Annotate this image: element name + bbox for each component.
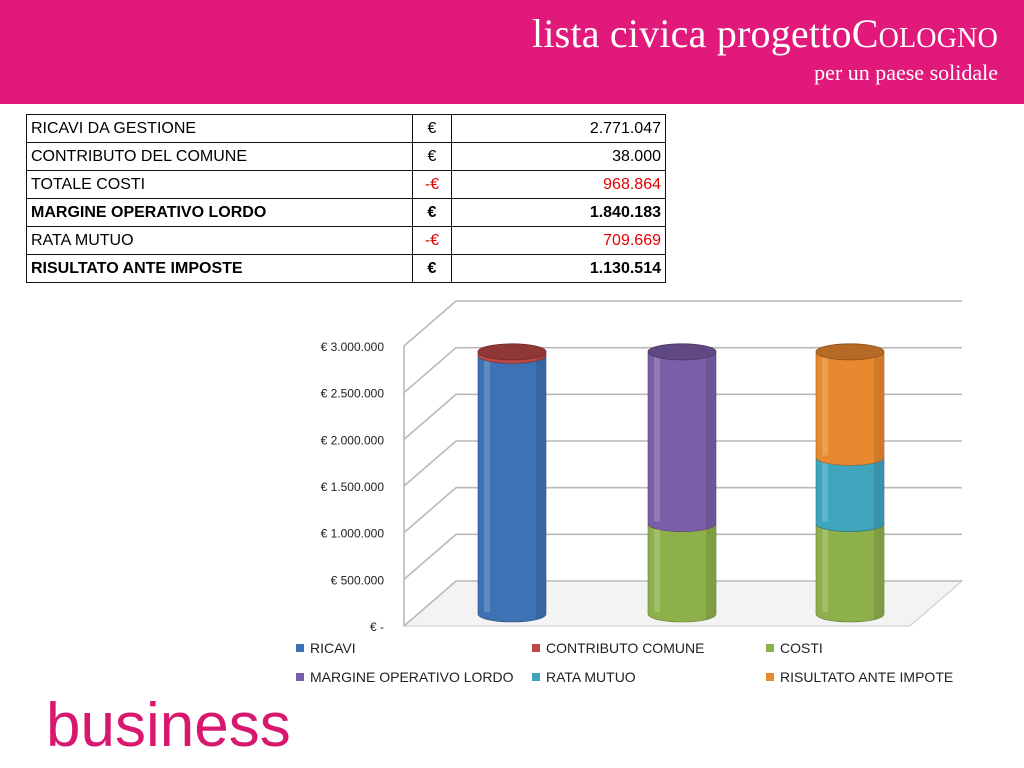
row-label: RISULTATO ANTE IMPOSTE [26, 254, 413, 283]
bar-segment-shade [874, 351, 884, 463]
legend-swatch [532, 644, 540, 652]
row-amount: 38.000 [451, 142, 666, 171]
stacked-cylinder-chart: € - € 500.000 € 1.000.000 € 1.500.000 € 2.00… [296, 300, 964, 685]
brand-title-suffix: Cologno [851, 11, 998, 56]
y-tick-label: € 2.000.000 [321, 433, 385, 447]
brand-title-prefix: lista civica progetto [532, 11, 852, 56]
legend-label: CONTRIBUTO COMUNE [546, 640, 704, 656]
gridline [403, 533, 962, 580]
brand-subtitle: per un paese solidale [814, 60, 998, 85]
y-tick-label: € - [370, 620, 384, 634]
financial-table-body: RICAVI DA GESTIONE €2.771.047 CONTRIBUTO D… [26, 114, 666, 283]
row-currency: -€ [412, 226, 452, 255]
row-amount: 709.669 [451, 226, 666, 255]
row-label: RICAVI DA GESTIONE [26, 114, 413, 143]
table-row: CONTRIBUTO DEL COMUNE €38.000 [26, 142, 666, 171]
brand-title: lista civica progettoCologno [532, 10, 998, 57]
bar-top-cap [477, 343, 547, 361]
legend-label: RATA MUTUO [546, 669, 636, 685]
row-label: RATA MUTUO [26, 226, 413, 255]
gridline [403, 486, 962, 534]
row-amount: 1.840.183 [451, 198, 666, 227]
legend-swatch [532, 673, 540, 681]
gridline [403, 300, 962, 347]
legend-label: COSTI [780, 640, 823, 656]
row-currency: € [412, 114, 452, 143]
table-row: RATA MUTUO -€ 709.669 [26, 226, 666, 255]
row-label: TOTALE COSTI [26, 170, 413, 199]
y-tick-label: € 1.000.000 [321, 527, 385, 541]
financial-table: RICAVI DA GESTIONE €2.771.047 CONTRIBUTO D… [26, 114, 666, 283]
gridline [403, 580, 962, 627]
legend-label: RISULTATO ANTE IMPOTE [780, 669, 953, 685]
business-label: business [46, 691, 291, 760]
row-currency: € [412, 142, 452, 171]
legend-label: RICAVI [310, 640, 356, 656]
table-row: TOTALE COSTI -€ 968.864 [26, 170, 666, 199]
y-tick-label: € 500.000 [331, 573, 385, 587]
bar-top-cap [647, 343, 717, 361]
row-amount: 1.130.514 [451, 254, 666, 283]
row-label: MARGINE OPERATIVO LORDO [26, 198, 413, 227]
bar-segment-highlight [654, 525, 660, 612]
bar-segment-shade [874, 523, 884, 620]
row-label: CONTRIBUTO DEL COMUNE [26, 142, 413, 171]
gridline [403, 393, 962, 440]
bar-segment-shade [706, 523, 716, 620]
legend-swatch [296, 644, 304, 652]
table-row: RISULTATO ANTE IMPOSTE €1.130.514 [26, 254, 666, 283]
table-row: MARGINE OPERATIVO LORDO €1.840.183 [26, 198, 666, 227]
y-tick-label: € 3.000.000 [321, 340, 385, 354]
bar-top-cap [815, 343, 885, 361]
bar-segment-highlight [822, 459, 828, 522]
row-currency: € [412, 254, 452, 283]
bar-segment-shade [874, 457, 884, 530]
bar-segment-highlight [822, 525, 828, 612]
gridline [403, 346, 962, 394]
legend-swatch [766, 673, 774, 681]
y-tick-label: € 1.500.000 [321, 480, 385, 494]
bar-segment-shade [536, 355, 546, 620]
legend-swatch [296, 673, 304, 681]
table-row: RICAVI DA GESTIONE €2.771.047 [26, 114, 666, 143]
row-amount: 968.864 [451, 170, 666, 199]
gridline [403, 440, 962, 487]
header-banner: lista civica progettoCologno per un paes… [0, 0, 1024, 104]
bar-segment-highlight [654, 353, 660, 522]
y-tick-label: € 2.500.000 [321, 387, 385, 401]
bar-segment-highlight [822, 353, 828, 456]
row-currency: € [412, 198, 452, 227]
row-amount: 2.771.047 [451, 114, 666, 143]
row-currency: -€ [412, 170, 452, 199]
bar-segment-highlight [484, 357, 490, 612]
legend-swatch [766, 644, 774, 652]
legend-label: MARGINE OPERATIVO LORDO [310, 669, 514, 685]
bar-segment-shade [706, 351, 716, 530]
